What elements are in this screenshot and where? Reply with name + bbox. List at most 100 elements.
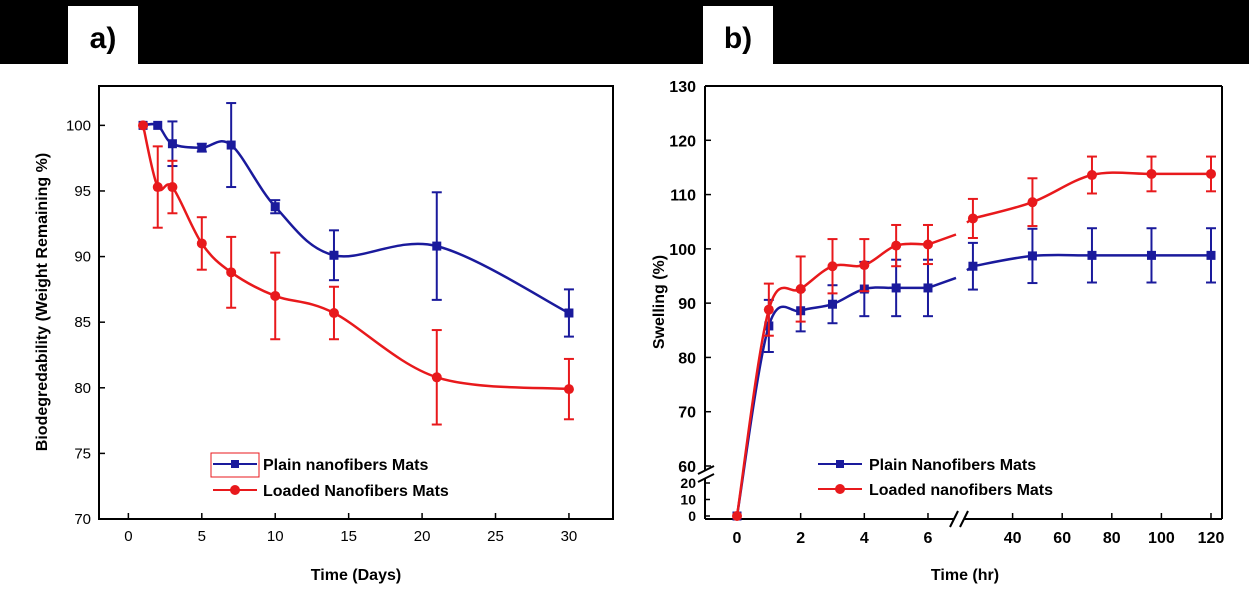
chart-a-x-tick-label: 30 <box>561 528 578 545</box>
header-bar <box>0 0 1249 64</box>
chart-b-y-tick-label: 70 <box>678 405 696 422</box>
chart-b-x-tick-label: 40 <box>1004 530 1022 547</box>
chart-b-series <box>732 155 1216 521</box>
chart-b-point-loaded <box>967 213 978 224</box>
chart-b-y-tick-label: 110 <box>670 188 696 205</box>
chart-b-point-plain <box>891 283 901 293</box>
chart-a-legend-label-loaded: Loaded Nanofibers Mats <box>263 483 449 500</box>
chart-a-legend-label-plain: Plain nanofibers Mats <box>263 457 428 474</box>
chart-a-y-tick-label: 80 <box>74 380 91 397</box>
chart-b-y-tick-label: 130 <box>669 79 696 96</box>
chart-b-x-tick-label: 2 <box>796 530 805 547</box>
chart-a-point-plain <box>197 143 207 153</box>
chart-a-point-loaded <box>196 238 207 249</box>
chart-a-legend-highlight-box <box>210 452 260 478</box>
chart-a-series <box>138 102 574 426</box>
chart-a-x-tick-label: 0 <box>124 528 132 545</box>
chart-a-point-loaded <box>270 290 281 301</box>
chart-b-point-loaded <box>1206 168 1216 179</box>
chart-a-y-tick-label: 75 <box>74 445 91 462</box>
chart-b-legend-label-loaded: Loaded nanofibers Mats <box>869 482 1053 499</box>
chart-b-point-loaded <box>891 240 902 251</box>
chart-b-y-tick-label: 0 <box>688 508 696 524</box>
chart-a-point-plain <box>226 140 236 150</box>
chart-a-point-loaded <box>167 182 178 193</box>
chart-b-legend-marker-plain <box>836 460 844 468</box>
chart-b-legend: Plain Nanofibers Mats Loaded nanofibers … <box>818 457 1053 499</box>
chart-a-point-plain <box>153 120 163 130</box>
chart-a-x-tick-label: 20 <box>414 528 431 545</box>
chart-a-point-loaded <box>152 182 163 193</box>
chart-b-x-break-mark <box>959 510 969 528</box>
chart-a-ticks: 0 5 10 15 20 25 30 70 75 80 85 90 95 100 <box>66 117 577 545</box>
chart-a-legend: Plain nanofibers Mats Loaded Nanofibers … <box>210 452 449 500</box>
chart-a-point-loaded <box>431 372 442 383</box>
chart-a-x-tick-label: 15 <box>340 528 357 545</box>
chart-a-x-tick-label: 5 <box>198 528 206 545</box>
chart-b-point-loaded <box>1146 168 1157 179</box>
chart-a-point-plain <box>329 250 339 260</box>
chart-b-point-loaded <box>1027 197 1038 208</box>
chart-a-x-tick-label: 25 <box>487 528 504 545</box>
chart-b-point-loaded <box>763 304 774 315</box>
chart-a-y-tick-label: 70 <box>74 511 91 528</box>
chart-b-legend-label-plain: Plain Nanofibers Mats <box>869 457 1036 474</box>
panel-a-label-box <box>68 6 138 64</box>
chart-a-point-loaded <box>328 307 339 318</box>
chart-b-y-tick-label: 10 <box>680 492 696 508</box>
chart-b-point-loaded <box>922 239 933 250</box>
chart-b-point-plain <box>827 299 837 309</box>
chart-b-y-break-mark <box>697 473 715 483</box>
chart-b-point-plain <box>1146 250 1156 260</box>
chart-b-y-tick-label: 120 <box>669 133 696 150</box>
chart-b-point-loaded <box>859 260 870 271</box>
chart-b-point-plain <box>923 283 933 293</box>
panel-b-label-box <box>703 6 773 64</box>
chart-a-legend-marker-plain <box>231 460 239 468</box>
chart-b-point-loaded <box>827 261 838 272</box>
chart-b-y-tick-label: 80 <box>678 350 696 367</box>
chart-b-point-plain <box>1087 250 1097 260</box>
chart-a-x-tick-label: 10 <box>267 528 284 545</box>
chart-b-x-tick-label: 60 <box>1053 530 1071 547</box>
chart-b-x-tick-label: 100 <box>1148 530 1175 547</box>
panel-b-label: b) <box>724 22 752 55</box>
chart-b-x-tick-label: 4 <box>860 530 869 547</box>
chart-b-x-axis-label: Time (hr) <box>931 567 999 584</box>
panel-a-label: a) <box>90 22 117 55</box>
chart-a-series-line-loaded <box>141 125 570 391</box>
chart-b-y-break-mark <box>697 465 715 475</box>
chart-b-series-line-loaded <box>966 171 1212 224</box>
chart-b-point-loaded <box>795 284 806 295</box>
chart-b-point-loaded <box>732 511 742 521</box>
chart-a-x-axis-label: Time (Days) <box>311 567 401 584</box>
chart-a-y-axis-label: Biodegredability (Weight Remaining %) <box>34 153 51 451</box>
chart-a-point-plain <box>564 308 574 318</box>
chart-a-point-loaded <box>226 267 237 278</box>
chart-b-x-tick-label: 6 <box>924 530 933 547</box>
chart-b-point-plain <box>968 261 978 271</box>
chart-a-point-loaded <box>138 120 149 131</box>
chart-a-legend-marker-loaded <box>230 485 240 495</box>
chart-a-y-tick-label: 95 <box>74 183 91 200</box>
chart-b-y-tick-label: 60 <box>678 459 696 476</box>
chart-b-x-tick-label: 0 <box>733 530 742 547</box>
chart-a-point-plain <box>270 202 280 212</box>
chart-a-plot-frame <box>98 85 614 520</box>
chart-a-point-plain <box>432 241 442 251</box>
chart-b-ticks: 0 2 4 6 40 60 80 100 120010206070809010011012013… <box>669 79 1224 547</box>
chart-b-x-break-mark <box>949 510 959 528</box>
chart-b-y-axis-label: Swelling (%) <box>651 255 668 349</box>
chart-a-y-tick-label: 100 <box>66 117 91 134</box>
chart-a-series-line-plain <box>142 122 570 315</box>
chart-a-point-plain <box>167 139 177 149</box>
chart-b-point-plain <box>1206 250 1216 260</box>
chart-b-legend-marker-loaded <box>835 484 845 494</box>
chart-b-point-plain <box>1027 251 1037 261</box>
chart-a-point-loaded <box>563 384 574 395</box>
chart-a-y-tick-label: 85 <box>74 314 91 331</box>
chart-b-y-tick-label: 20 <box>680 475 696 491</box>
chart-b-y-tick-label: 90 <box>678 296 696 313</box>
